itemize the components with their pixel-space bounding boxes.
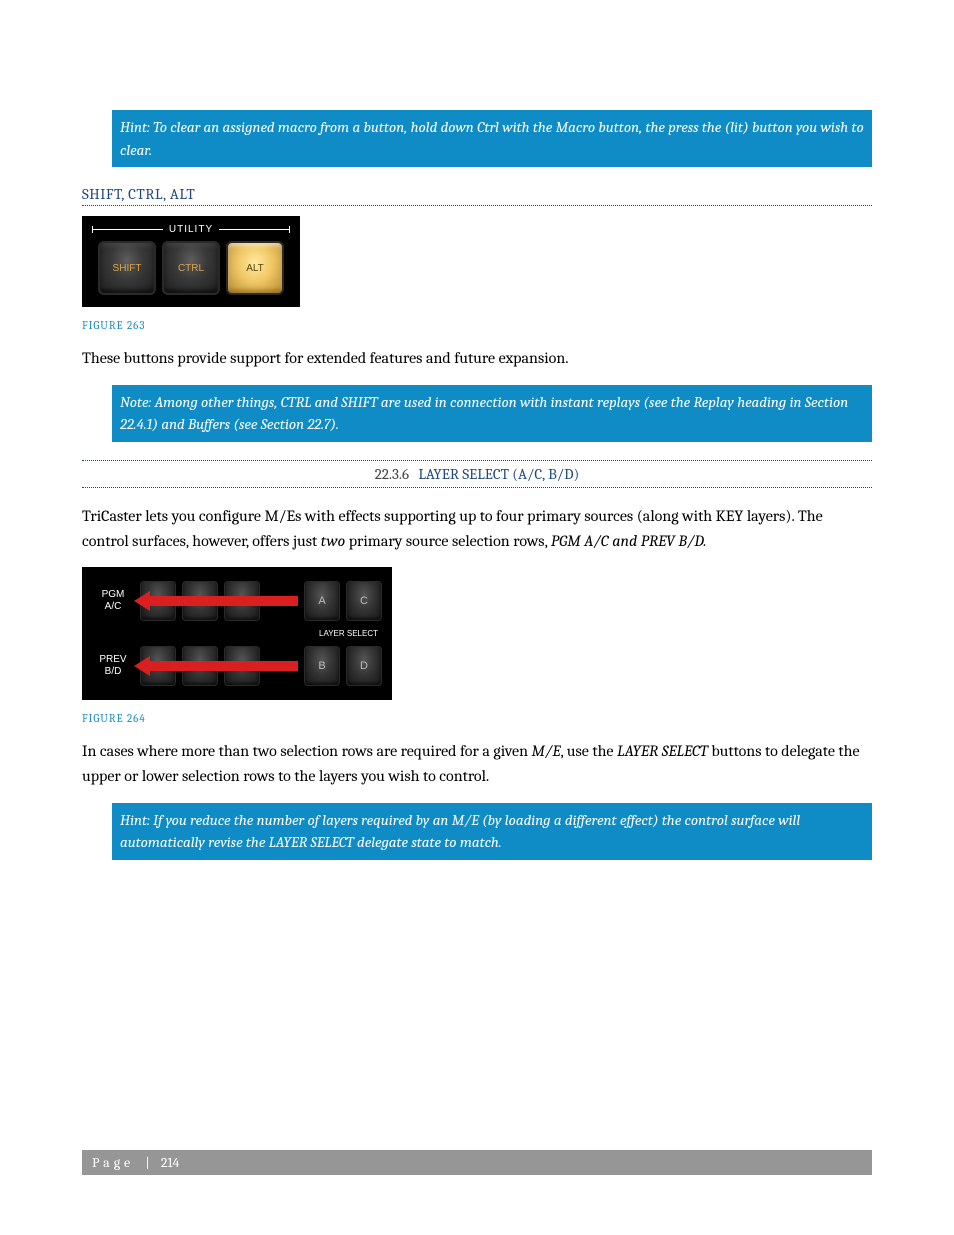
- paragraph-utility-intro: These buttons provide support for extend…: [82, 346, 872, 371]
- pgm-row: PGM A/C A C: [92, 577, 382, 625]
- footer-page-number: 214: [161, 1154, 180, 1171]
- pgm-arrow-indicator: [148, 596, 298, 606]
- layer-a-button[interactable]: A: [304, 581, 340, 621]
- layer-select-panel: PGM A/C A C LAYER SELECT PREV B/D B D: [82, 567, 392, 700]
- footer-page-label: Page: [92, 1154, 134, 1171]
- paragraph-layer-intro: TriCaster lets you configure M/Es with e…: [82, 504, 872, 554]
- figure-264-caption: FIGURE 264: [82, 712, 872, 725]
- pgm-row-label: PGM A/C: [92, 589, 134, 613]
- layer-d-button[interactable]: D: [346, 646, 382, 686]
- prev-row: PREV B/D B D: [92, 642, 382, 690]
- layer-select-label: LAYER SELECT: [92, 625, 382, 642]
- note-ctrl-shift: Note: Among other things, CTRL and SHIFT…: [112, 385, 872, 442]
- hint-macro-clear: Hint: To clear an assigned macro from a …: [112, 110, 872, 167]
- utility-label-text: UTILITY: [169, 224, 213, 235]
- prev-arrow-indicator: [148, 661, 298, 671]
- subheading-title: LAYER SELECT (A/C, B/D): [418, 465, 579, 483]
- hint-layer-auto: Hint: If you reduce the number of layers…: [112, 803, 872, 860]
- figure-263-caption: FIGURE 263: [82, 319, 872, 332]
- footer-separator: |: [145, 1154, 149, 1171]
- subheading-number: 22.3.6: [375, 465, 409, 483]
- shift-button[interactable]: SHIFT: [98, 241, 156, 295]
- prev-row-label: PREV B/D: [92, 654, 134, 678]
- utility-group-label: UTILITY: [92, 224, 290, 235]
- alt-button[interactable]: ALT: [226, 241, 284, 295]
- utility-panel: UTILITY SHIFT CTRL ALT: [82, 216, 300, 307]
- paragraph-layer-usage: In cases where more than two selection r…: [82, 739, 872, 789]
- subheading-layer-select: 22.3.6 LAYER SELECT (A/C, B/D): [82, 460, 872, 488]
- ctrl-button[interactable]: CTRL: [162, 241, 220, 295]
- heading-shift-ctrl-alt: SHIFT, CTRL, ALT: [82, 185, 872, 206]
- page-footer: Page | 214: [82, 1150, 872, 1175]
- layer-c-button[interactable]: C: [346, 581, 382, 621]
- layer-b-button[interactable]: B: [304, 646, 340, 686]
